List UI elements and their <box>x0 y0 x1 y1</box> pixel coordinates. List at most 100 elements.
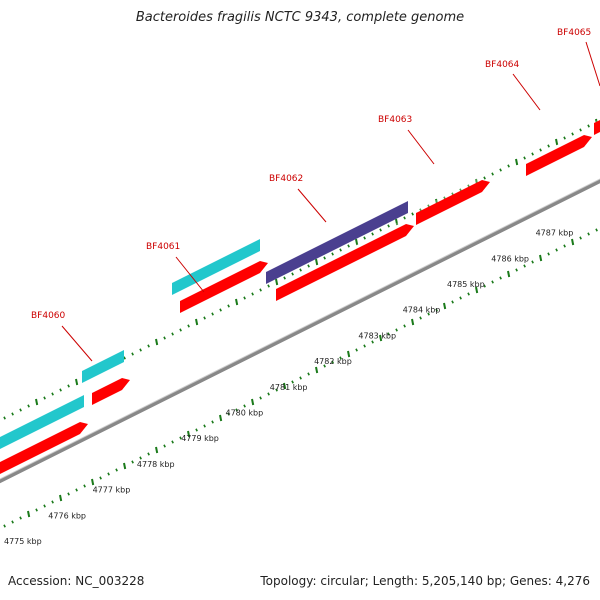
outer-tick <box>195 318 199 326</box>
outer-tick <box>51 392 54 396</box>
cds-bar-cyan-1 <box>0 395 84 449</box>
inner-tick <box>595 228 598 232</box>
inner-tick <box>395 328 398 332</box>
outer-tick <box>331 252 334 256</box>
outer-tick <box>275 278 279 286</box>
inner-tick <box>339 356 342 360</box>
outer-tick <box>179 328 182 332</box>
genome-summary: Topology: circular; Length: 5,205,140 bp… <box>260 574 590 588</box>
backbone-highlight <box>0 178 600 480</box>
inner-tick <box>203 424 206 428</box>
inner-tick <box>563 244 566 248</box>
outer-tick <box>19 408 22 412</box>
outer-tick <box>139 348 142 352</box>
inner-tick <box>531 260 534 264</box>
gene-bar-bf4063-highlight <box>416 172 486 213</box>
outer-tick <box>11 412 14 416</box>
inner-tick <box>507 270 511 278</box>
inner-tick <box>147 452 150 456</box>
accession-label: Accession: NC_003228 <box>8 574 145 588</box>
gene-label-bf4064[interactable]: BF4064 <box>485 60 520 70</box>
inner-tick <box>403 324 406 328</box>
outer-tick <box>339 248 342 252</box>
scale-label: 4782 kbp <box>314 357 352 366</box>
inner-tick <box>131 460 134 464</box>
outer-tick <box>531 152 534 156</box>
gene-bar-bf4061 <box>180 261 268 313</box>
inner-tick <box>51 500 54 504</box>
inner-tick <box>555 248 558 252</box>
gene-label-bf4063[interactable]: BF4063 <box>378 115 412 125</box>
inner-tick <box>355 348 358 352</box>
outer-tick <box>163 336 166 340</box>
inner-tick <box>363 344 366 348</box>
scale-label: 4786 kbp <box>491 254 529 263</box>
inner-tick <box>579 236 582 240</box>
inner-tick <box>331 360 334 364</box>
inner-tick <box>587 232 590 236</box>
outer-tick <box>515 158 519 166</box>
outer-tick <box>131 352 134 356</box>
scale-label: 4776 kbp <box>48 511 86 520</box>
feature-track <box>0 117 600 474</box>
inner-tick <box>467 292 470 296</box>
map-title: Bacteroides fragilis NCTC 9343, complete… <box>135 10 465 25</box>
inner-tick <box>547 252 550 256</box>
outer-tick <box>547 144 550 148</box>
outer-tick <box>59 388 62 392</box>
gene-label-bf4060[interactable]: BF4060 <box>31 311 66 321</box>
outer-tick <box>187 324 190 328</box>
outer-tick <box>155 338 159 346</box>
inner-tick <box>243 404 246 408</box>
cds-bar-cyan-2 <box>82 350 124 383</box>
gene-bar-bf4059 <box>0 422 88 474</box>
gene-label-bf4065[interactable]: BF4065 <box>557 28 591 38</box>
outer-tick <box>3 416 6 420</box>
outer-tick <box>371 232 374 236</box>
scale-label: 4783 kbp <box>358 331 396 340</box>
gene-bar-bf4062-highlight <box>276 216 410 289</box>
inner-tick <box>35 508 38 512</box>
inner-tick <box>171 440 174 444</box>
gene-bar-bf4065 <box>594 120 600 135</box>
scale-label: 4787 kbp <box>536 229 574 238</box>
gene-leader-line <box>297 188 327 223</box>
outer-tick <box>563 136 566 140</box>
scale-label-track: 4775 kbp 4776 kbp 4777 kbp 4778 kbp 4779 kbp… <box>4 229 573 546</box>
scale-label: 4784 kbp <box>403 306 441 315</box>
inner-tick <box>523 264 526 268</box>
outer-tick <box>403 216 406 220</box>
inner-tick <box>43 504 46 508</box>
inner-tick <box>515 268 518 272</box>
inner-tick <box>411 318 415 326</box>
inner-tick <box>451 300 454 304</box>
inner-tick <box>307 372 310 376</box>
outer-tick <box>291 272 294 276</box>
gene-bar-bf4063 <box>416 180 490 225</box>
inner-tick <box>3 524 6 528</box>
inner-tick <box>379 334 383 342</box>
inner-tick <box>459 296 462 300</box>
inner-tick <box>571 238 575 246</box>
outer-tick <box>539 148 542 152</box>
outer-tick <box>579 128 582 132</box>
inner-tick <box>299 376 302 380</box>
gene-leader-line <box>512 73 541 111</box>
outer-tick <box>147 344 150 348</box>
outer-tick <box>411 212 414 216</box>
outer-tick <box>211 312 214 316</box>
outer-tick <box>267 284 270 288</box>
inner-tick <box>163 444 166 448</box>
inner-tick-track <box>3 228 598 528</box>
outer-tick <box>251 292 254 296</box>
outer-tick <box>219 308 222 312</box>
inner-tick <box>155 446 159 454</box>
gene-label-bf4062[interactable]: BF4062 <box>269 174 303 184</box>
gene-label-bf4061[interactable]: BF4061 <box>146 242 180 252</box>
inner-tick <box>219 414 223 422</box>
outer-tick <box>283 276 286 280</box>
inner-tick <box>283 382 287 390</box>
outer-tick <box>299 268 302 272</box>
outer-tick <box>123 356 126 360</box>
gene-bar-bf4062 <box>276 224 414 301</box>
